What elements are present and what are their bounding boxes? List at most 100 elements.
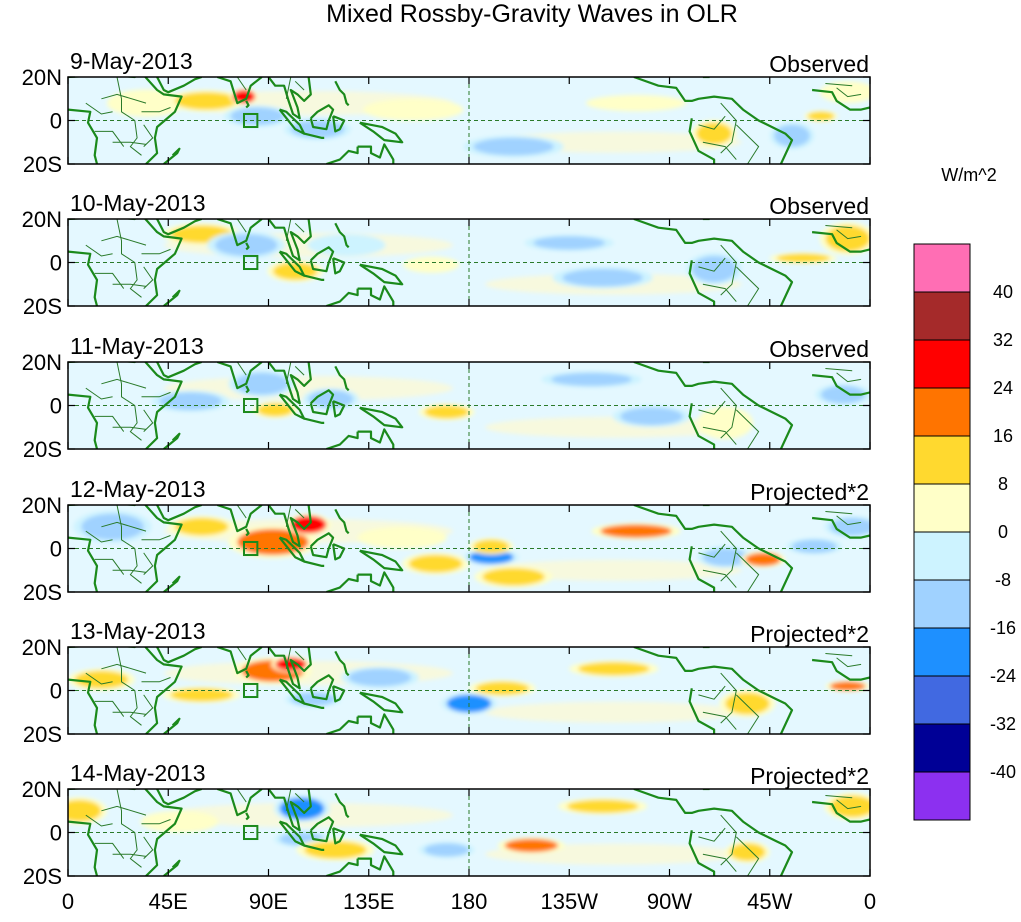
- y-tick-label: 20S: [23, 580, 62, 605]
- anomaly-core: [774, 124, 810, 147]
- colorbar-tick-label: 0: [998, 522, 1008, 542]
- x-tick-label: 90W: [647, 889, 692, 914]
- anomaly-core: [148, 812, 211, 831]
- colorbar-swatch: [913, 435, 971, 485]
- y-tick-label: 20S: [23, 864, 62, 889]
- anomaly-core: [232, 90, 256, 104]
- anomaly-core: [691, 255, 737, 283]
- panel-3: 20N 0 20S 11-May-2013 Observed: [22, 333, 871, 462]
- panel-date: 12-May-2013: [70, 476, 206, 502]
- anomaly-core: [595, 96, 677, 110]
- anomaly-core: [424, 405, 469, 419]
- anomaly-core: [257, 403, 294, 417]
- anomaly-core: [729, 843, 766, 861]
- anomaly-core: [408, 258, 454, 272]
- x-tick-label: 90E: [249, 889, 288, 914]
- panel-date: 14-May-2013: [70, 760, 206, 786]
- anomaly-core: [807, 111, 835, 121]
- colorbar-swatch: [913, 627, 971, 677]
- colorbar-swatch: [913, 771, 971, 821]
- colorbar-swatch: [913, 291, 971, 341]
- anomaly-core: [567, 799, 639, 813]
- y-tick-label: 20N: [22, 493, 62, 518]
- anomaly-core: [174, 92, 238, 110]
- coastlines: [68, 219, 870, 306]
- anomaly-core: [620, 407, 683, 426]
- anomaly-core: [482, 568, 545, 586]
- colorbar-tick-label: -32: [990, 714, 1016, 734]
- coastlines: [68, 789, 870, 876]
- x-tick-label: 0: [62, 889, 74, 914]
- coastlines: [68, 505, 870, 592]
- panel-5: 20N 0 20S 13-May-2013 Projected*2: [22, 618, 871, 747]
- anomaly-core: [745, 552, 781, 566]
- y-tick-label: 20N: [22, 635, 62, 660]
- anomaly-core: [820, 385, 866, 404]
- y-tick-label: 20N: [22, 65, 62, 90]
- panel-date: 13-May-2013: [70, 618, 206, 644]
- colorbar-swatch: [913, 483, 971, 533]
- y-tick-label: 0: [50, 679, 62, 704]
- x-tick-label: 180: [451, 889, 488, 914]
- colorbar-tick-label: 16: [993, 426, 1013, 446]
- anomaly-core: [825, 83, 870, 101]
- colorbar-swatch: [913, 339, 971, 389]
- anomaly-core: [373, 100, 454, 119]
- y-tick-label: 0: [50, 537, 62, 562]
- x-axis: 0 45E 90E 135E 180 135W 90W 45W 0: [62, 889, 876, 914]
- anomaly-core: [275, 657, 307, 671]
- y-tick-label: 20S: [23, 152, 62, 177]
- anomaly-core: [174, 518, 229, 536]
- colorbar: W/m^2 40 32 24 16 8 0 -8 -16 -24 -32 -40: [913, 165, 1016, 821]
- anomaly-core: [475, 681, 530, 695]
- colorbar-tick-label: 8: [998, 474, 1008, 494]
- colorbar-tick-label: -40: [990, 762, 1016, 782]
- anomaly-core: [304, 841, 367, 859]
- y-tick-label: 0: [50, 821, 62, 846]
- panel-label: Observed: [769, 51, 869, 77]
- anomaly-core: [776, 253, 830, 263]
- anomaly-core: [829, 681, 866, 691]
- y-tick-label: 20S: [23, 437, 62, 462]
- panel-label: Observed: [769, 193, 869, 219]
- colorbar-swatch: [913, 243, 971, 293]
- coastlines: [68, 77, 870, 164]
- anomaly-core: [702, 548, 748, 566]
- y-tick-label: 20S: [23, 294, 62, 319]
- colorbar-tick-label: -8: [995, 570, 1011, 590]
- chart-title: Mixed Rossby-Gravity Waves in OLR: [326, 0, 738, 28]
- panel-label: Observed: [769, 336, 869, 362]
- anomaly-core: [533, 236, 605, 250]
- panel-1: 20N 0 20S 9-May-2013 Observed: [22, 48, 871, 177]
- y-tick-label: 20N: [22, 207, 62, 232]
- panels: 20N 0 20S 9-May-2013 Observed 20N 0 20S 10-May-2…: [22, 48, 871, 889]
- anomaly-core: [170, 688, 233, 702]
- anomaly-core: [696, 122, 732, 145]
- y-tick-label: 20N: [22, 350, 62, 375]
- anomaly-core: [408, 555, 463, 573]
- colorbar-tick-label: 24: [993, 378, 1013, 398]
- anomaly-core: [473, 539, 510, 553]
- anomaly-core: [68, 799, 102, 822]
- panel-label: Projected*2: [750, 621, 869, 647]
- colorbar-units: W/m^2: [941, 165, 996, 185]
- anomaly-core: [473, 137, 554, 156]
- panel-label: Projected*2: [750, 479, 869, 505]
- anomaly-core: [74, 670, 129, 689]
- panel-label: Projected*2: [750, 763, 869, 789]
- anomaly-core: [578, 662, 650, 676]
- colorbar-swatch: [913, 387, 971, 437]
- panel-2: 20N 0 20S 10-May-2013 Observed: [22, 190, 871, 319]
- colorbar-swatch: [913, 531, 971, 581]
- anomaly-core: [725, 692, 770, 715]
- coastlines: [68, 647, 870, 734]
- panel-date: 10-May-2013: [70, 190, 206, 216]
- panel-date: 11-May-2013: [70, 333, 204, 359]
- anomaly-core: [600, 524, 672, 538]
- colorbar-tick-label: 32: [993, 330, 1013, 350]
- anomaly-core: [792, 539, 837, 553]
- anomaly-core: [504, 839, 559, 853]
- y-tick-label: 0: [50, 251, 62, 276]
- panel-date: 9-May-2013: [70, 48, 193, 74]
